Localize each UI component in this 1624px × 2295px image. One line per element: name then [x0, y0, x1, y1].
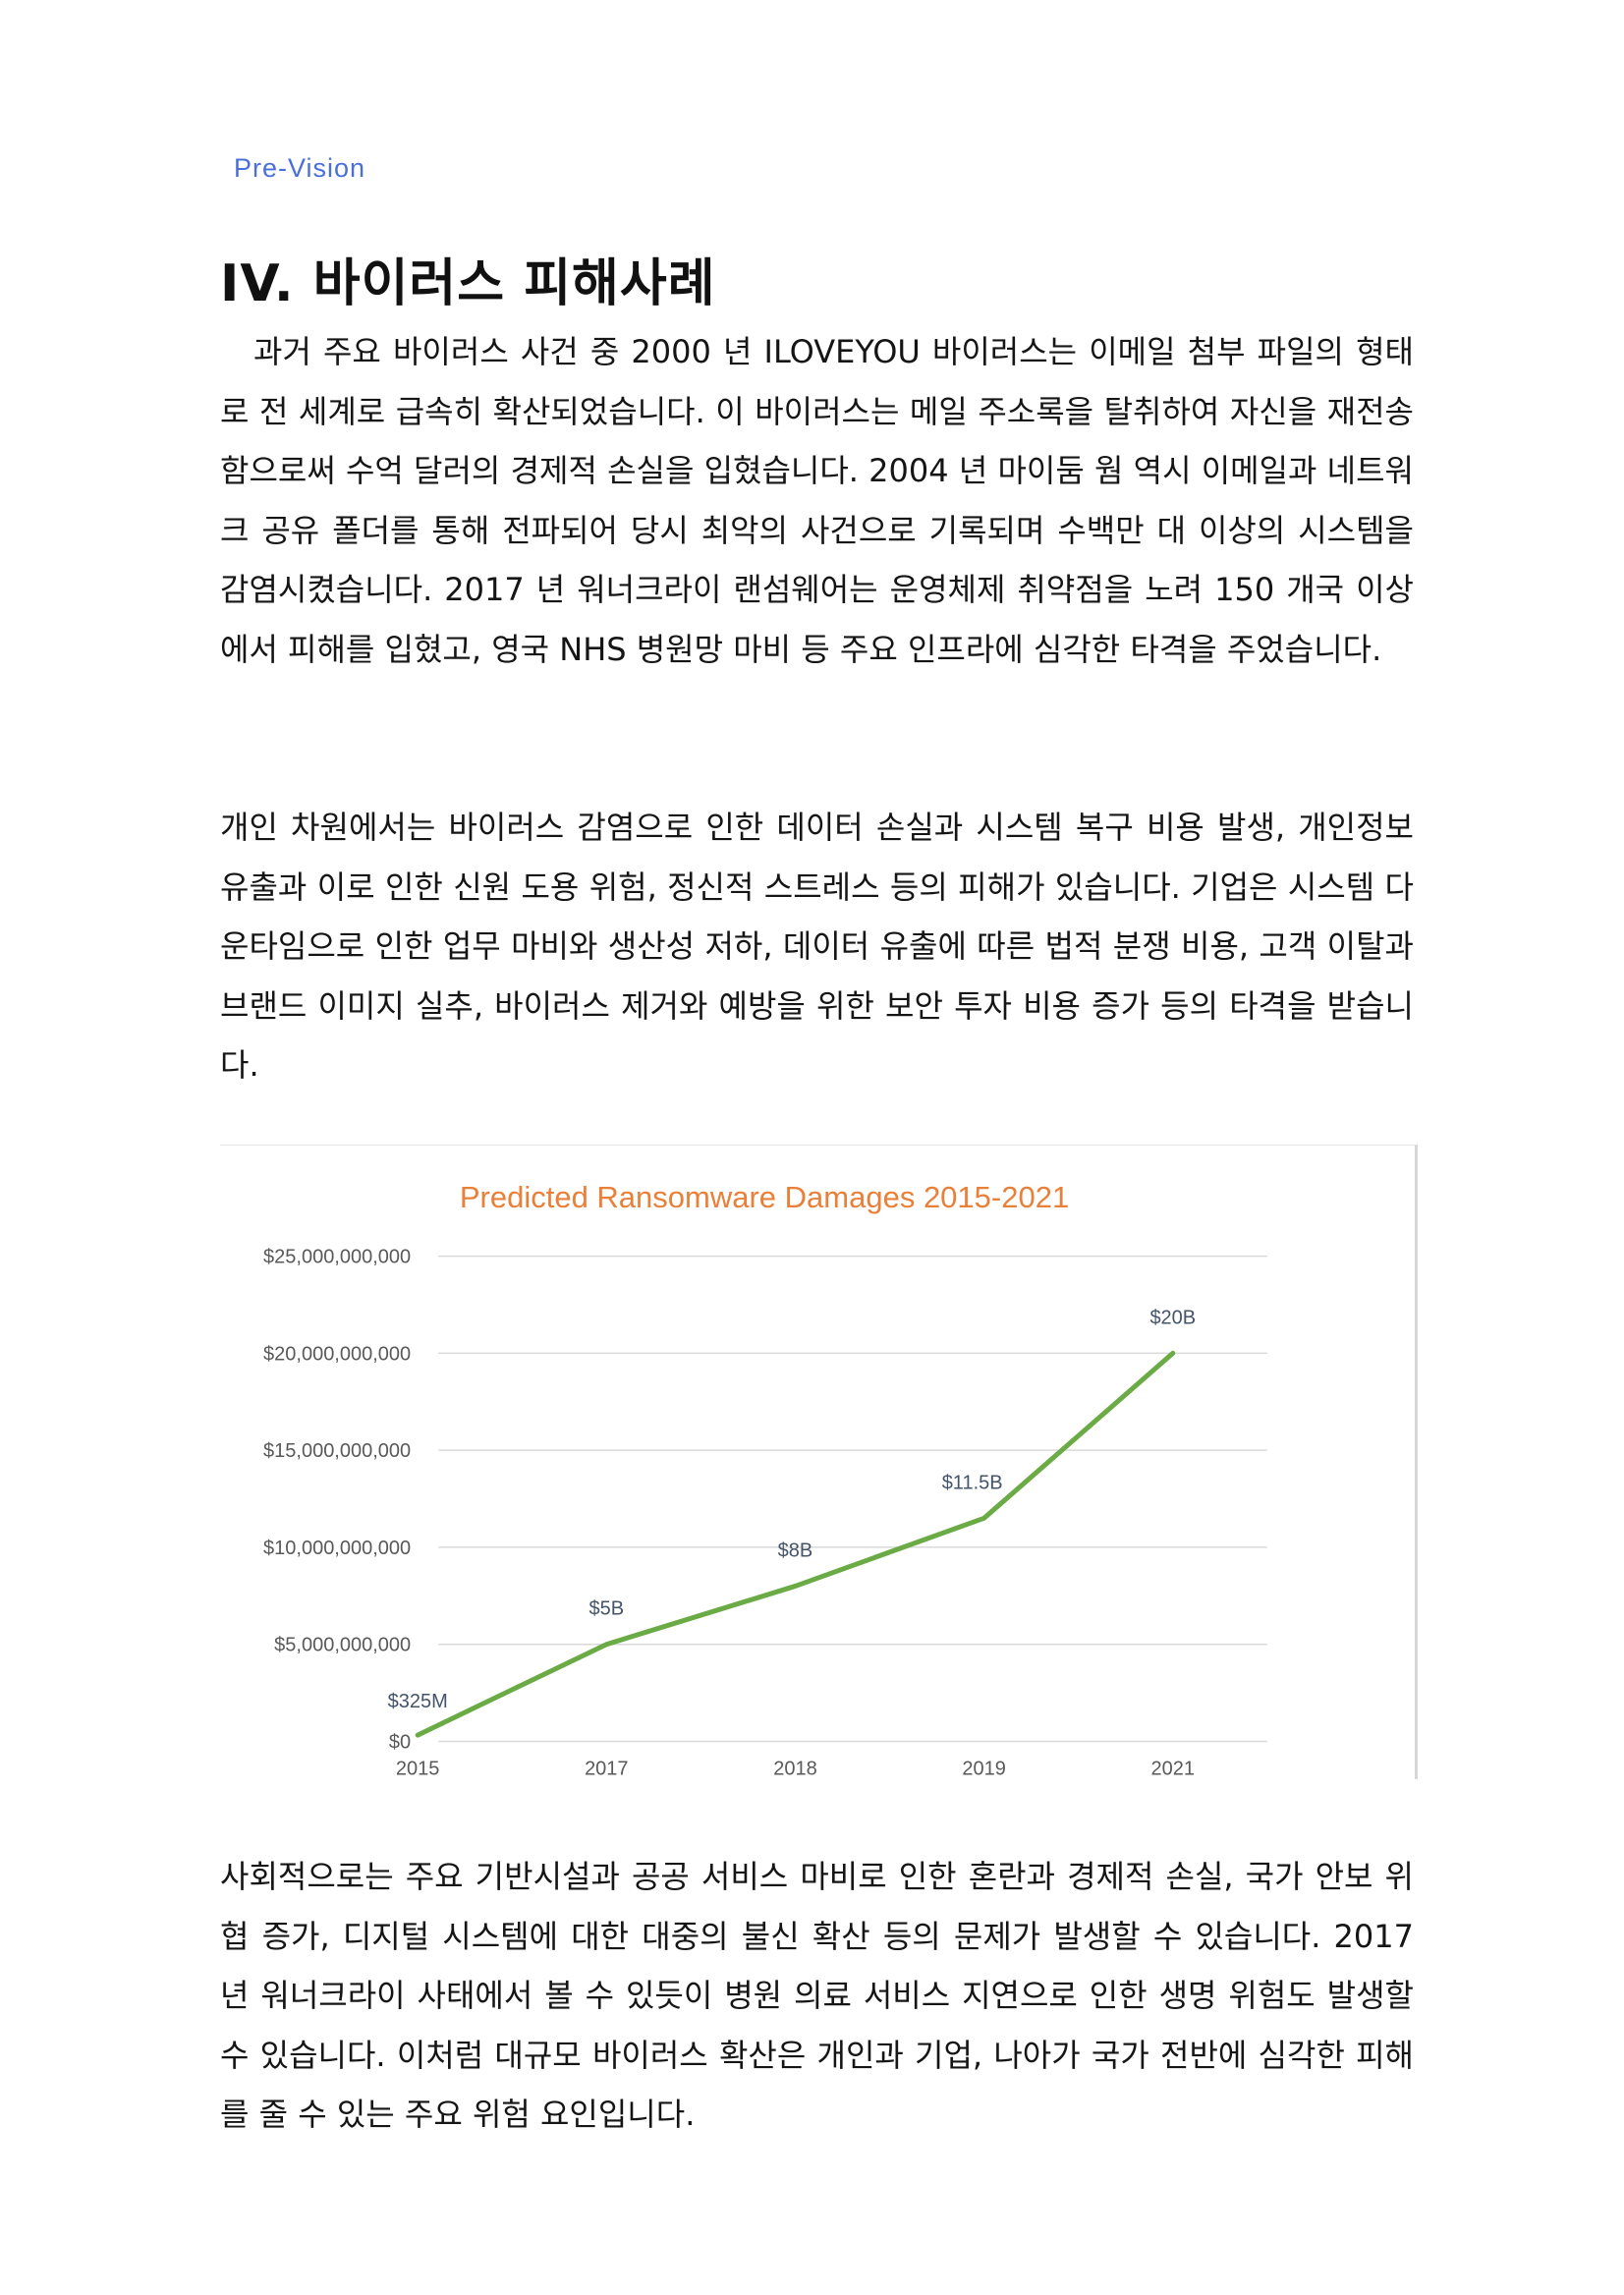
chart-svg: Predicted Ransomware Damages 2015-2021 $…: [263, 1180, 1267, 1779]
section-title: IV. 바이러스 피해사례: [220, 254, 716, 313]
y-tick-label: $15,000,000,000: [263, 1440, 411, 1462]
x-tick-label: 2017: [585, 1759, 629, 1779]
y-tick-label: $5,000,000,000: [274, 1635, 411, 1656]
chart-series: [415, 1350, 1176, 1738]
data-label: $8B: [778, 1539, 813, 1561]
data-label: $325M: [388, 1691, 448, 1712]
y-tick-label: $25,000,000,000: [263, 1247, 411, 1268]
y-tick-label: $0: [389, 1732, 411, 1754]
ransomware-damage-chart: Predicted Ransomware Damages 2015-2021 $…: [220, 1145, 1418, 1779]
data-label: $20B: [1149, 1307, 1196, 1328]
y-tick-label: $10,000,000,000: [263, 1538, 411, 1559]
chart-x-tick-labels: 2015 2017 2018 2019 2021: [396, 1759, 1195, 1779]
x-tick-label: 2019: [962, 1759, 1006, 1779]
paragraph-societal-damage: 사회적으로는 주요 기반시설과 공공 서비스 마비로 인한 혼란과 경제적 손실…: [220, 1858, 1414, 2133]
chart-title: Predicted Ransomware Damages 2015-2021: [460, 1180, 1069, 1214]
y-tick-label: $20,000,000,000: [263, 1343, 411, 1365]
x-tick-label: 2021: [1151, 1759, 1196, 1779]
chart-data-labels: $325M $5B $8B $11.5B $20B: [388, 1307, 1197, 1712]
header-tag: Pre-Vision: [234, 153, 366, 183]
chart-y-tick-labels: $0 $5,000,000,000 $10,000,000,000 $15,000,0…: [263, 1247, 411, 1754]
x-tick-label: 2015: [396, 1759, 440, 1779]
data-label: $5B: [589, 1598, 625, 1620]
data-label: $11.5B: [942, 1472, 1003, 1493]
paragraph-virus-history: 과거 주요 바이러스 사건 중 2000 년 ILOVEYOU 바이러스는 이메…: [220, 333, 1414, 668]
x-tick-label: 2018: [773, 1759, 817, 1779]
paragraph-individual-corporate-damage: 개인 차원에서는 바이러스 감염으로 인한 데이터 손실과 시스템 복구 비용 …: [220, 809, 1414, 1084]
chart-gridlines: [438, 1255, 1267, 1743]
